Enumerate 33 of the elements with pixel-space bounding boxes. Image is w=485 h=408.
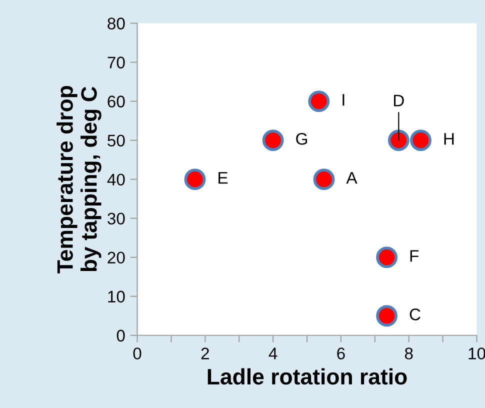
annotation: F	[410, 250, 419, 262]
y-tick-label: 30	[108, 212, 125, 225]
y-tick-label: 70	[108, 56, 125, 68]
point	[313, 168, 335, 190]
x-tick-label: 0	[133, 348, 142, 360]
point	[184, 168, 206, 190]
point	[308, 90, 330, 112]
x-tick-label: 4	[268, 348, 278, 360]
annotation: H	[444, 133, 454, 145]
point	[376, 305, 398, 327]
annotation: A	[346, 172, 358, 184]
y-tick-label: 0	[116, 330, 125, 342]
point	[376, 246, 398, 268]
x-axis-title: Ladle rotation ratio	[208, 368, 407, 385]
annotation: G	[296, 132, 307, 145]
y-axis-title: Temperature drop by tapping, deg C	[56, 86, 102, 274]
point	[262, 130, 284, 152]
y-tick-label: 80	[108, 18, 125, 30]
point	[388, 130, 410, 152]
annotation: I	[342, 94, 344, 106]
y-tick-label: 60	[108, 96, 125, 108]
y-tick-label: 50	[108, 134, 125, 147]
point	[410, 130, 432, 152]
y-tick-label: 10	[108, 290, 125, 303]
x-tick-label: 10	[468, 348, 485, 360]
annotation: C	[410, 308, 420, 320]
x-tick-label: 6	[337, 348, 345, 360]
annotation: E	[218, 172, 228, 184]
x-tick-label: 2	[201, 348, 209, 360]
y-tick-label: 20	[108, 252, 125, 264]
y-tick-label: 40	[107, 174, 125, 186]
x-tick-label: 8	[404, 348, 413, 360]
annotation: D	[394, 94, 404, 106]
